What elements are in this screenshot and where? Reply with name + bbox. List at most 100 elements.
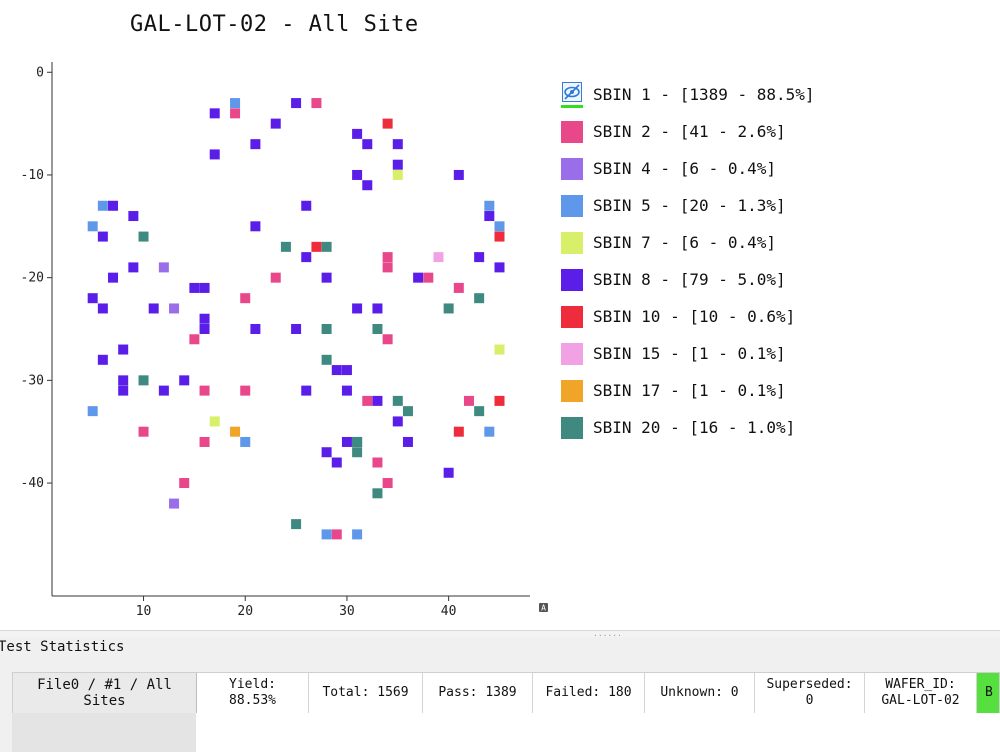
sbin-8-die[interactable] [372, 303, 383, 314]
sbin-20-die[interactable] [372, 488, 383, 499]
sbin-8-die[interactable] [362, 139, 373, 150]
sbin-2-die[interactable] [382, 478, 393, 489]
sbin-8-die[interactable] [402, 436, 413, 447]
sbin-2-die[interactable] [240, 385, 251, 396]
sbin-10-die[interactable] [494, 395, 505, 406]
sbin-8-die[interactable] [392, 139, 403, 150]
sbin-8-die[interactable] [97, 354, 108, 365]
sbin-8-die[interactable] [291, 324, 302, 334]
sbin-8-die[interactable] [392, 159, 403, 170]
sbin-2-die[interactable] [138, 426, 149, 437]
sbin-10-die[interactable] [453, 426, 464, 437]
sbin-2-die[interactable] [463, 395, 474, 406]
legend-item-sbin-20[interactable]: SBIN 20 - [16 - 1.0%] [561, 409, 815, 446]
sbin-8-die[interactable] [453, 169, 464, 180]
sbin-8-die[interactable] [250, 139, 261, 150]
file-site-selector[interactable]: File0 / #1 / All Sites [13, 673, 197, 713]
sbin-7-die[interactable] [392, 169, 403, 180]
sbin-20-die[interactable] [321, 324, 332, 334]
sbin-8-die[interactable] [372, 395, 383, 406]
sbin-2-die[interactable] [382, 252, 393, 263]
sbin-8-die[interactable] [199, 313, 210, 324]
sbin-8-die[interactable] [494, 262, 505, 273]
sbin-8-die[interactable] [148, 303, 159, 314]
sbin-5-die[interactable] [352, 529, 363, 540]
legend-item-sbin-1[interactable]: SBIN 1 - [1389 - 88.5%] [561, 76, 815, 113]
sbin-10-die[interactable] [382, 118, 393, 129]
sbin-20-die[interactable] [352, 447, 363, 458]
sbin-8-die[interactable] [250, 221, 261, 232]
legend-item-sbin-17[interactable]: SBIN 17 - [1 - 0.1%] [561, 372, 815, 409]
sbin-8-die[interactable] [158, 385, 169, 396]
sbin-8-die[interactable] [392, 416, 403, 427]
sbin-8-die[interactable] [341, 436, 352, 447]
sbin-2-die[interactable] [179, 478, 190, 489]
sbin-20-die[interactable] [474, 293, 485, 304]
sbin-4-die[interactable] [158, 262, 169, 273]
sbin-2-die[interactable] [240, 293, 251, 304]
sbin-2-die[interactable] [189, 334, 200, 345]
sbin-8-die[interactable] [362, 180, 373, 191]
sbin-4-die[interactable] [169, 498, 180, 509]
sbin-2-die[interactable] [453, 282, 464, 293]
sbin-8-die[interactable] [250, 324, 261, 334]
sbin-8-die[interactable] [321, 272, 332, 283]
legend-item-sbin-15[interactable]: SBIN 15 - [1 - 0.1%] [561, 335, 815, 372]
legend-item-sbin-10[interactable]: SBIN 10 - [10 - 0.6%] [561, 298, 815, 335]
sbin-8-die[interactable] [209, 108, 220, 119]
sbin-20-die[interactable] [372, 324, 383, 334]
sbin-8-die[interactable] [484, 211, 495, 222]
sbin-8-die[interactable] [443, 467, 454, 478]
sbin-20-die[interactable] [392, 395, 403, 406]
sbin-20-die[interactable] [321, 354, 332, 365]
sbin-8-die[interactable] [179, 375, 190, 386]
splitter-grip[interactable]: ...... [593, 629, 622, 638]
sbin-8-die[interactable] [189, 282, 200, 293]
sbin-8-die[interactable] [87, 293, 98, 304]
sbin-20-die[interactable] [443, 303, 454, 314]
sbin-8-die[interactable] [301, 252, 312, 263]
sbin-8-die[interactable] [199, 282, 210, 293]
sbin-8-die[interactable] [199, 324, 210, 334]
legend-item-sbin-4[interactable]: SBIN 4 - [6 - 0.4%] [561, 150, 815, 187]
sbin-5-die[interactable] [230, 98, 241, 109]
sbin-8-die[interactable] [352, 128, 363, 139]
sbin-8-die[interactable] [97, 303, 108, 314]
sbin-2-die[interactable] [382, 262, 393, 273]
sbin-8-die[interactable] [331, 457, 342, 468]
sbin-8-die[interactable] [352, 169, 363, 180]
sbin-20-die[interactable] [321, 241, 332, 252]
sbin-2-die[interactable] [230, 108, 241, 119]
legend-item-sbin-5[interactable]: SBIN 5 - [20 - 1.3%] [561, 187, 815, 224]
sbin-2-die[interactable] [199, 385, 210, 396]
sbin-20-die[interactable] [280, 241, 291, 252]
sbin-2-die[interactable] [199, 436, 210, 447]
sbin-8-die[interactable] [331, 365, 342, 376]
sbin-10-die[interactable] [494, 231, 505, 242]
eye-slash-icon[interactable] [561, 81, 583, 108]
sbin-8-die[interactable] [118, 385, 129, 396]
sbin-20-die[interactable] [402, 406, 413, 417]
sbin-5-die[interactable] [87, 221, 98, 232]
sbin-20-die[interactable] [291, 519, 302, 530]
sbin-8-die[interactable] [291, 98, 302, 109]
sbin-4-die[interactable] [169, 303, 180, 314]
sbin-20-die[interactable] [352, 436, 363, 447]
sbin-8-die[interactable] [474, 252, 485, 263]
sbin-2-die[interactable] [382, 334, 393, 345]
sbin-8-die[interactable] [301, 200, 312, 211]
legend[interactable]: SBIN 1 - [1389 - 88.5%] SBIN 2 - [41 - 2.… [561, 76, 815, 446]
sbin-5-die[interactable] [484, 426, 495, 437]
legend-item-sbin-7[interactable]: SBIN 7 - [6 - 0.4%] [561, 224, 815, 261]
sbin-2-die[interactable] [311, 98, 322, 109]
wafer-map-plot[interactable]: GAL-LOT-02 - All Site 0 -10 -20 -30 -40 10 20 3… [0, 0, 1000, 630]
sbin-15-die[interactable] [433, 252, 444, 263]
sbin-20-die[interactable] [138, 375, 149, 386]
sbin-5-die[interactable] [87, 406, 98, 417]
sbin-8-die[interactable] [108, 272, 119, 283]
sbin-20-die[interactable] [474, 406, 485, 417]
sbin-8-die[interactable] [301, 385, 312, 396]
sbin-7-die[interactable] [209, 416, 220, 427]
sbin-8-die[interactable] [108, 200, 119, 211]
sbin-5-die[interactable] [484, 200, 495, 211]
